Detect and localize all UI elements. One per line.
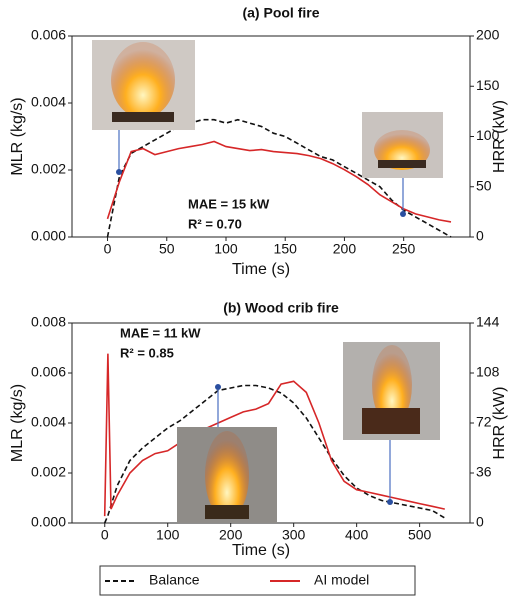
x-tick-label: 300 bbox=[282, 527, 306, 543]
legend-label: AI model bbox=[314, 572, 369, 588]
photo bbox=[92, 40, 195, 175]
y-tick-label: 0.002 bbox=[31, 161, 66, 177]
chart-title: (b) Wood crib fire bbox=[223, 300, 339, 316]
photo bbox=[362, 112, 443, 217]
y-tick-label: 0.004 bbox=[31, 94, 66, 110]
y2-tick-label: 72 bbox=[476, 414, 492, 430]
figure: (a) Pool fire 0 50 100 150 200 250 0.000 0.002 0.… bbox=[0, 0, 511, 598]
y-axis-label: MLR (kg/s) bbox=[9, 384, 26, 462]
x-tick-label: 50 bbox=[159, 241, 175, 257]
y-tick-label: 0.000 bbox=[31, 514, 66, 530]
y2-tick-label: 200 bbox=[476, 27, 500, 43]
x-tick-label: 150 bbox=[274, 241, 298, 257]
x-tick-label: 100 bbox=[156, 527, 180, 543]
y-tick-label: 0.008 bbox=[31, 314, 66, 330]
chart-title: (a) Pool fire bbox=[242, 5, 319, 21]
x-tick-label: 0 bbox=[101, 527, 109, 543]
x-tick-label: 500 bbox=[408, 527, 432, 543]
y-tick-label: 0.004 bbox=[31, 414, 66, 430]
legend-label: Balance bbox=[149, 572, 200, 588]
y2-axis-label: HRR (kW) bbox=[491, 387, 508, 460]
annotation: MAE = 11 kW bbox=[120, 325, 201, 340]
x-tick-label: 100 bbox=[214, 241, 238, 257]
photo bbox=[343, 342, 440, 505]
annotation: MAE = 15 kW bbox=[188, 196, 270, 211]
y2-tick-label: 144 bbox=[476, 314, 500, 330]
x-tick-label: 400 bbox=[345, 527, 369, 543]
annotation: R² = 0.70 bbox=[188, 216, 242, 231]
x-axis-label: Time (s) bbox=[232, 542, 290, 559]
x-tick-label: 200 bbox=[333, 241, 357, 257]
x-tick-label: 0 bbox=[104, 241, 112, 257]
y-tick-label: 0.006 bbox=[31, 27, 66, 43]
x-tick-label: 200 bbox=[219, 527, 243, 543]
photo bbox=[177, 384, 277, 523]
x-tick-label: 250 bbox=[392, 241, 416, 257]
y2-tick-label: 50 bbox=[476, 177, 492, 193]
y-tick-label: 0.000 bbox=[31, 228, 66, 244]
x-axis-label: Time (s) bbox=[232, 261, 290, 278]
y-tick-label: 0.006 bbox=[31, 364, 66, 380]
legend: Balance AI model bbox=[100, 566, 415, 595]
y-axis-label: MLR (kg/s) bbox=[9, 97, 26, 175]
y2-tick-label: 150 bbox=[476, 77, 500, 93]
y-tick-label: 0.002 bbox=[31, 464, 66, 480]
y2-tick-label: 0 bbox=[476, 228, 484, 244]
annotation: R² = 0.85 bbox=[120, 345, 174, 360]
y2-axis-label: HRR (kW) bbox=[491, 100, 508, 173]
y2-tick-label: 36 bbox=[476, 464, 492, 480]
y2-tick-label: 0 bbox=[476, 514, 484, 530]
y2-tick-label: 108 bbox=[476, 364, 500, 380]
